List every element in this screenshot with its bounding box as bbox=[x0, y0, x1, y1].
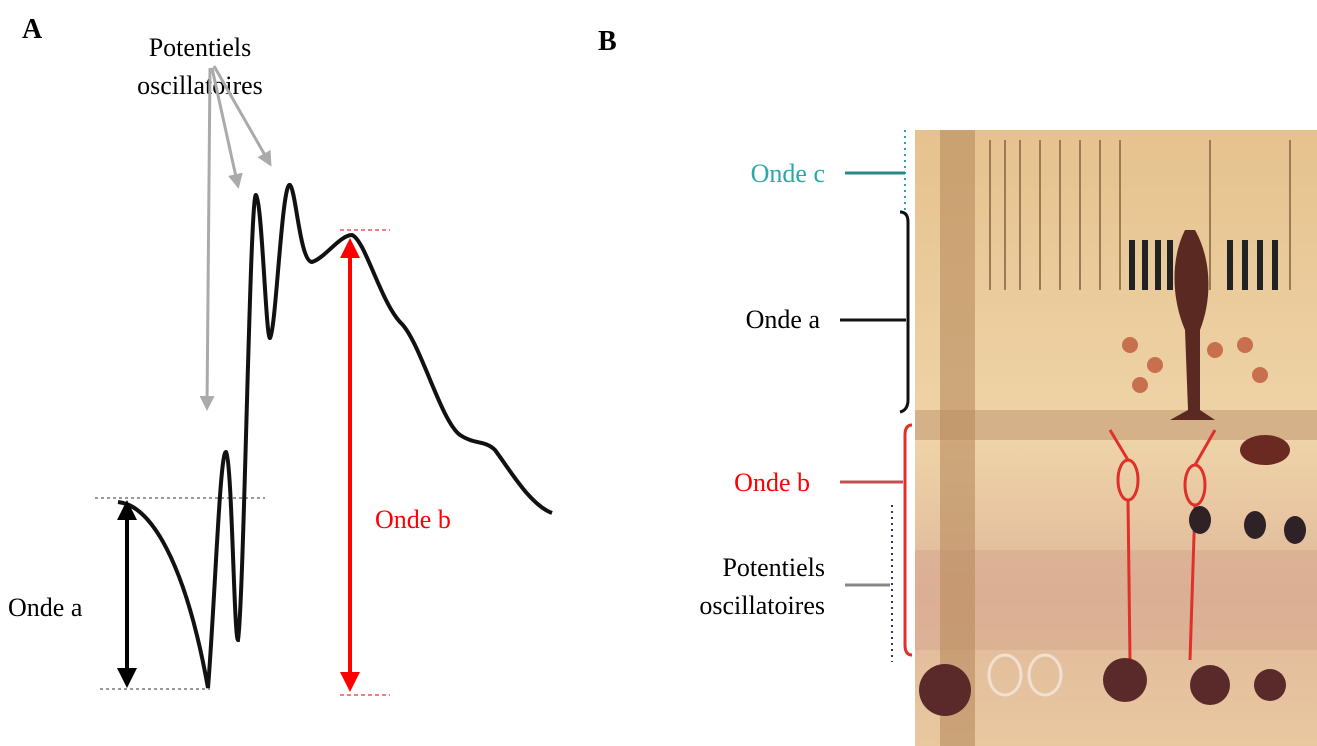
annotation: Potentiels bbox=[722, 553, 825, 582]
annotation: oscillatoires bbox=[699, 591, 825, 620]
erg-waveform bbox=[118, 185, 552, 688]
annotation: Onde a bbox=[8, 593, 83, 622]
annotation: Onde b bbox=[375, 505, 451, 534]
annotation: Onde b bbox=[734, 468, 810, 497]
panel-b: B bbox=[598, 26, 1317, 746]
arrow bbox=[207, 68, 210, 408]
panel-label: B bbox=[598, 26, 617, 57]
annotation: oscillatoires bbox=[137, 71, 263, 100]
panel-a: A Potentiels oscillatoires Onde a Onde b bbox=[8, 14, 552, 695]
annotation: Potentiels bbox=[149, 33, 252, 62]
bracket bbox=[905, 425, 912, 655]
annotation: Onde c bbox=[751, 159, 825, 188]
annotation: Onde a bbox=[746, 305, 821, 334]
figure: A Potentiels oscillatoires Onde a Onde b… bbox=[0, 0, 1317, 746]
bracket bbox=[900, 212, 908, 412]
panel-label: A bbox=[22, 14, 43, 45]
retina-illustration bbox=[915, 130, 1317, 746]
